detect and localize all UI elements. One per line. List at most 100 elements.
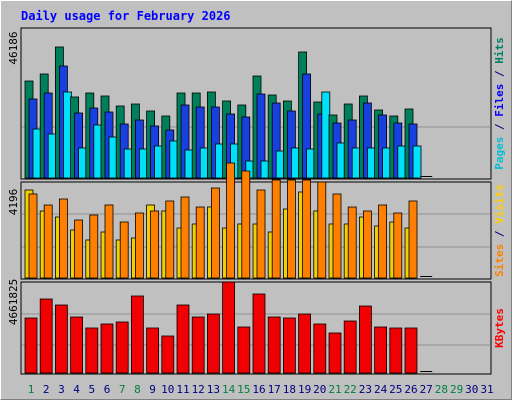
bar-pages bbox=[47, 133, 57, 179]
bar-sites bbox=[256, 189, 266, 279]
day-label: 10 bbox=[161, 383, 174, 396]
bar-sites bbox=[241, 170, 251, 279]
bar-kbytes bbox=[161, 335, 175, 374]
day-label: 26 bbox=[404, 383, 417, 396]
bar-kbytes bbox=[267, 316, 281, 374]
bar-pages bbox=[336, 142, 346, 179]
bar-pages bbox=[32, 128, 42, 179]
bar-kbytes bbox=[237, 326, 251, 374]
bar-kbytes bbox=[343, 320, 357, 374]
day-label: 2 bbox=[43, 383, 50, 396]
bar-sites bbox=[104, 204, 114, 279]
bar-kbytes bbox=[404, 327, 418, 374]
bar-sites bbox=[74, 219, 83, 279]
day-label: 8 bbox=[134, 383, 141, 396]
series-label-part: Files bbox=[493, 84, 506, 117]
series-label-visits-sites: Sites / Visits bbox=[493, 184, 506, 277]
series-label-part: / bbox=[493, 117, 506, 137]
empty-bar-marker bbox=[420, 371, 433, 372]
day-label: 31 bbox=[480, 383, 493, 396]
bar-sites bbox=[317, 181, 327, 279]
bar-kbytes bbox=[24, 317, 38, 374]
bar-kbytes bbox=[298, 313, 312, 374]
max-label-visits-sites: 4196 bbox=[7, 189, 20, 216]
bar-pages bbox=[290, 147, 300, 179]
day-label: 3 bbox=[58, 383, 65, 396]
day-label: 17 bbox=[268, 383, 281, 396]
bar-pages bbox=[397, 145, 407, 179]
day-label: 24 bbox=[374, 383, 388, 396]
bar-kbytes bbox=[328, 332, 342, 374]
bar-kbytes bbox=[100, 323, 114, 374]
bar-sites bbox=[332, 193, 342, 279]
bar-sites bbox=[271, 179, 281, 279]
day-label: 19 bbox=[298, 383, 311, 396]
bar-sites bbox=[286, 179, 296, 279]
day-label: 15 bbox=[237, 383, 250, 396]
day-label: 12 bbox=[192, 383, 205, 396]
bar-kbytes bbox=[130, 295, 144, 374]
bar-sites bbox=[59, 198, 68, 279]
day-label: 14 bbox=[222, 383, 236, 396]
bar-kbytes bbox=[191, 316, 205, 374]
bar-sites bbox=[43, 204, 53, 279]
day-label: 20 bbox=[313, 383, 326, 396]
empty-bar-marker bbox=[420, 176, 433, 177]
day-label: 21 bbox=[328, 383, 341, 396]
series-label-part: KBytes bbox=[493, 308, 506, 348]
day-label: 4 bbox=[73, 383, 80, 396]
day-label: 6 bbox=[104, 383, 111, 396]
bar-pages bbox=[366, 147, 376, 179]
bar-kbytes bbox=[39, 298, 53, 374]
max-label-kbytes: 4661825 bbox=[7, 279, 20, 325]
bar-sites bbox=[150, 210, 160, 279]
bar-kbytes bbox=[70, 316, 83, 374]
bar-kbytes bbox=[176, 304, 190, 374]
series-label-part: Hits bbox=[493, 37, 506, 64]
day-label: 9 bbox=[149, 383, 156, 396]
day-label: 7 bbox=[119, 383, 126, 396]
bar-sites bbox=[210, 187, 220, 279]
series-label-part: Sites bbox=[493, 244, 506, 277]
day-label: 18 bbox=[283, 383, 296, 396]
bar-sites bbox=[180, 196, 190, 279]
bar-sites bbox=[362, 210, 372, 279]
bar-kbytes bbox=[55, 304, 68, 374]
day-label: 22 bbox=[344, 383, 357, 396]
bar-sites bbox=[408, 200, 418, 279]
bar-kbytes bbox=[358, 305, 372, 374]
day-label: 5 bbox=[88, 383, 95, 396]
bar-pages bbox=[78, 147, 87, 179]
series-label-part: Visits bbox=[493, 184, 506, 224]
bar-sites bbox=[119, 221, 129, 279]
bar-kbytes bbox=[115, 321, 129, 374]
bar-kbytes bbox=[389, 327, 403, 374]
day-label: 29 bbox=[450, 383, 463, 396]
max-label-hits-files-pages: 46186 bbox=[7, 31, 20, 64]
series-label-part: / bbox=[493, 64, 506, 84]
bar-sites bbox=[393, 212, 403, 279]
bar-kbytes bbox=[374, 326, 388, 374]
day-label: 16 bbox=[252, 383, 265, 396]
day-label: 27 bbox=[420, 383, 433, 396]
day-label: 1 bbox=[28, 383, 35, 396]
bar-sites bbox=[28, 193, 38, 279]
bar-kbytes bbox=[282, 317, 296, 374]
bar-sites bbox=[195, 206, 205, 279]
bar-pages bbox=[260, 160, 270, 179]
bar-pages bbox=[412, 145, 422, 179]
day-label: 13 bbox=[207, 383, 220, 396]
day-label: 23 bbox=[359, 383, 372, 396]
chart-title: Daily usage for February 2026 bbox=[21, 9, 231, 23]
day-label: 28 bbox=[435, 383, 448, 396]
series-label-part: / bbox=[493, 224, 506, 244]
bar-kbytes bbox=[222, 281, 236, 374]
series-label-hits-files-pages: Pages / Files / Hits bbox=[493, 37, 506, 170]
bar-sites bbox=[226, 162, 236, 279]
bar-sites bbox=[165, 200, 175, 279]
bar-sites bbox=[302, 179, 312, 279]
bar-sites bbox=[89, 214, 99, 279]
bar-sites bbox=[134, 212, 144, 279]
